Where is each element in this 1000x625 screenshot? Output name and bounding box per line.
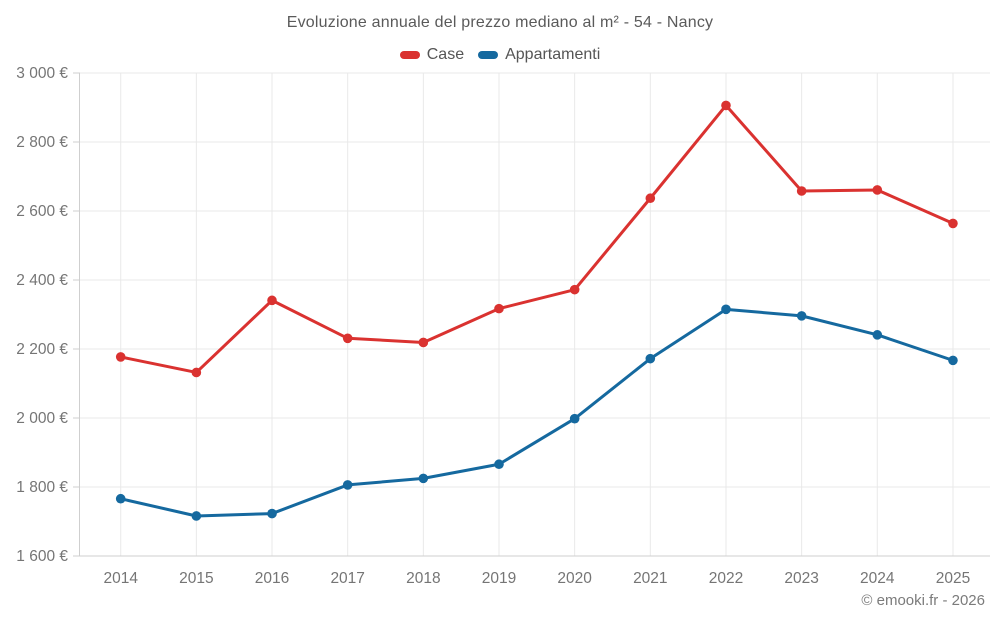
series-line-case: [119, 103, 955, 374]
y-tick-label: 2 200 €: [16, 341, 68, 358]
x-tick-label: 2022: [709, 570, 743, 587]
y-tick-label: 1 800 €: [16, 479, 68, 496]
x-tick-label: 2021: [633, 570, 667, 587]
legend-label-case: Case: [426, 46, 465, 63]
y-tick-label: 2 800 €: [16, 134, 68, 151]
chart-title: Evoluzione annuale del prezzo mediano al…: [286, 14, 714, 31]
data-point-appartamenti-2020[interactable]: [569, 413, 580, 424]
y-tick-label: 2 000 €: [16, 410, 68, 427]
y-tick-label: 2 400 €: [16, 272, 68, 289]
x-tick-label: 2015: [179, 570, 213, 587]
data-point-appartamenti-2016[interactable]: [267, 508, 277, 519]
data-point-appartamenti-2018[interactable]: [418, 473, 429, 484]
x-tick-label: 2025: [936, 570, 970, 587]
data-point-case-2023[interactable]: [796, 186, 807, 196]
data-point-appartamenti-2014[interactable]: [115, 493, 126, 504]
x-tick-label: 2020: [557, 570, 592, 587]
y-tick-label: 3 000 €: [16, 65, 68, 82]
data-point-appartamenti-2017[interactable]: [342, 480, 353, 490]
data-point-case-2024[interactable]: [872, 185, 883, 195]
series-line-appartamenti: [119, 307, 955, 518]
data-point-appartamenti-2015[interactable]: [191, 511, 202, 521]
data-point-appartamenti-2022[interactable]: [721, 304, 731, 315]
x-tick-label: 2014: [103, 570, 138, 587]
data-point-case-2014[interactable]: [115, 352, 126, 362]
y-tick-label: 1 600 €: [16, 548, 68, 565]
data-point-case-2022[interactable]: [721, 100, 731, 111]
x-tick-label: 2024: [860, 570, 895, 587]
data-point-case-2016[interactable]: [267, 295, 277, 306]
data-point-appartamenti-2024[interactable]: [872, 330, 883, 340]
data-point-case-2017[interactable]: [342, 333, 353, 344]
data-point-case-2015[interactable]: [191, 367, 202, 378]
copyright-credit: © emooki.fr - 2026: [861, 592, 985, 609]
data-point-case-2021[interactable]: [645, 193, 656, 204]
data-point-case-2025[interactable]: [948, 218, 958, 229]
x-tick-label: 2018: [406, 570, 440, 587]
data-point-case-2018[interactable]: [418, 337, 429, 348]
appartamenti-series-swatch-icon: [478, 51, 499, 59]
legend-item-case[interactable]: Case: [399, 46, 465, 64]
x-tick-label: 2017: [330, 570, 364, 587]
legend-item-appartamenti[interactable]: Appartamenti: [478, 46, 600, 64]
data-point-case-2019[interactable]: [494, 303, 504, 314]
x-tick-label: 2019: [482, 570, 516, 587]
chart-legend: Case Appartamenti: [0, 46, 1000, 64]
legend-label-appartamenti: Appartamenti: [505, 46, 601, 63]
data-point-appartamenti-2021[interactable]: [645, 353, 656, 364]
x-tick-label: 2016: [255, 570, 289, 587]
data-point-case-2020[interactable]: [569, 284, 580, 295]
data-point-appartamenti-2023[interactable]: [796, 311, 807, 321]
data-point-appartamenti-2025[interactable]: [948, 355, 958, 366]
x-tick-label: 2023: [784, 570, 818, 587]
case-series-swatch-icon: [399, 51, 420, 59]
data-point-appartamenti-2019[interactable]: [494, 459, 504, 470]
y-tick-label: 2 600 €: [16, 203, 68, 220]
